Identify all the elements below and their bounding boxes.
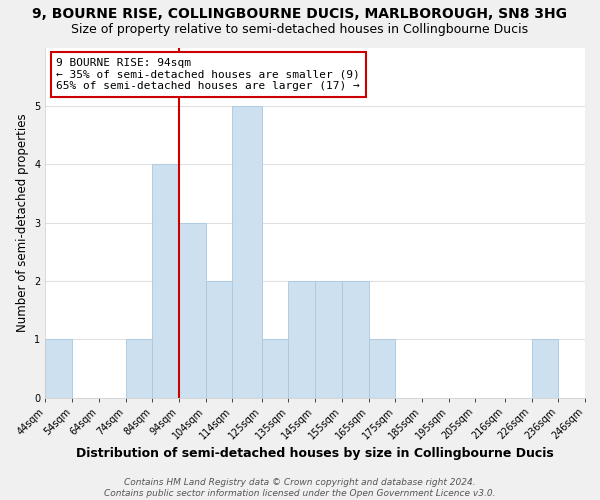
Bar bbox=[585, 339, 600, 398]
Bar bbox=[206, 281, 232, 398]
Bar bbox=[368, 339, 395, 398]
Bar bbox=[262, 339, 289, 398]
Bar bbox=[232, 106, 262, 398]
Bar bbox=[125, 339, 152, 398]
Bar bbox=[532, 339, 558, 398]
Bar bbox=[289, 281, 315, 398]
Text: 9, BOURNE RISE, COLLINGBOURNE DUCIS, MARLBOROUGH, SN8 3HG: 9, BOURNE RISE, COLLINGBOURNE DUCIS, MAR… bbox=[32, 8, 568, 22]
X-axis label: Distribution of semi-detached houses by size in Collingbourne Ducis: Distribution of semi-detached houses by … bbox=[76, 447, 554, 460]
Bar bbox=[152, 164, 179, 398]
Text: 9 BOURNE RISE: 94sqm
← 35% of semi-detached houses are smaller (9)
65% of semi-d: 9 BOURNE RISE: 94sqm ← 35% of semi-detac… bbox=[56, 58, 360, 91]
Bar bbox=[46, 339, 72, 398]
Y-axis label: Number of semi-detached properties: Number of semi-detached properties bbox=[16, 113, 29, 332]
Text: Contains HM Land Registry data © Crown copyright and database right 2024.
Contai: Contains HM Land Registry data © Crown c… bbox=[104, 478, 496, 498]
Text: Size of property relative to semi-detached houses in Collingbourne Ducis: Size of property relative to semi-detach… bbox=[71, 22, 529, 36]
Bar bbox=[315, 281, 342, 398]
Bar bbox=[342, 281, 368, 398]
Bar bbox=[179, 222, 206, 398]
